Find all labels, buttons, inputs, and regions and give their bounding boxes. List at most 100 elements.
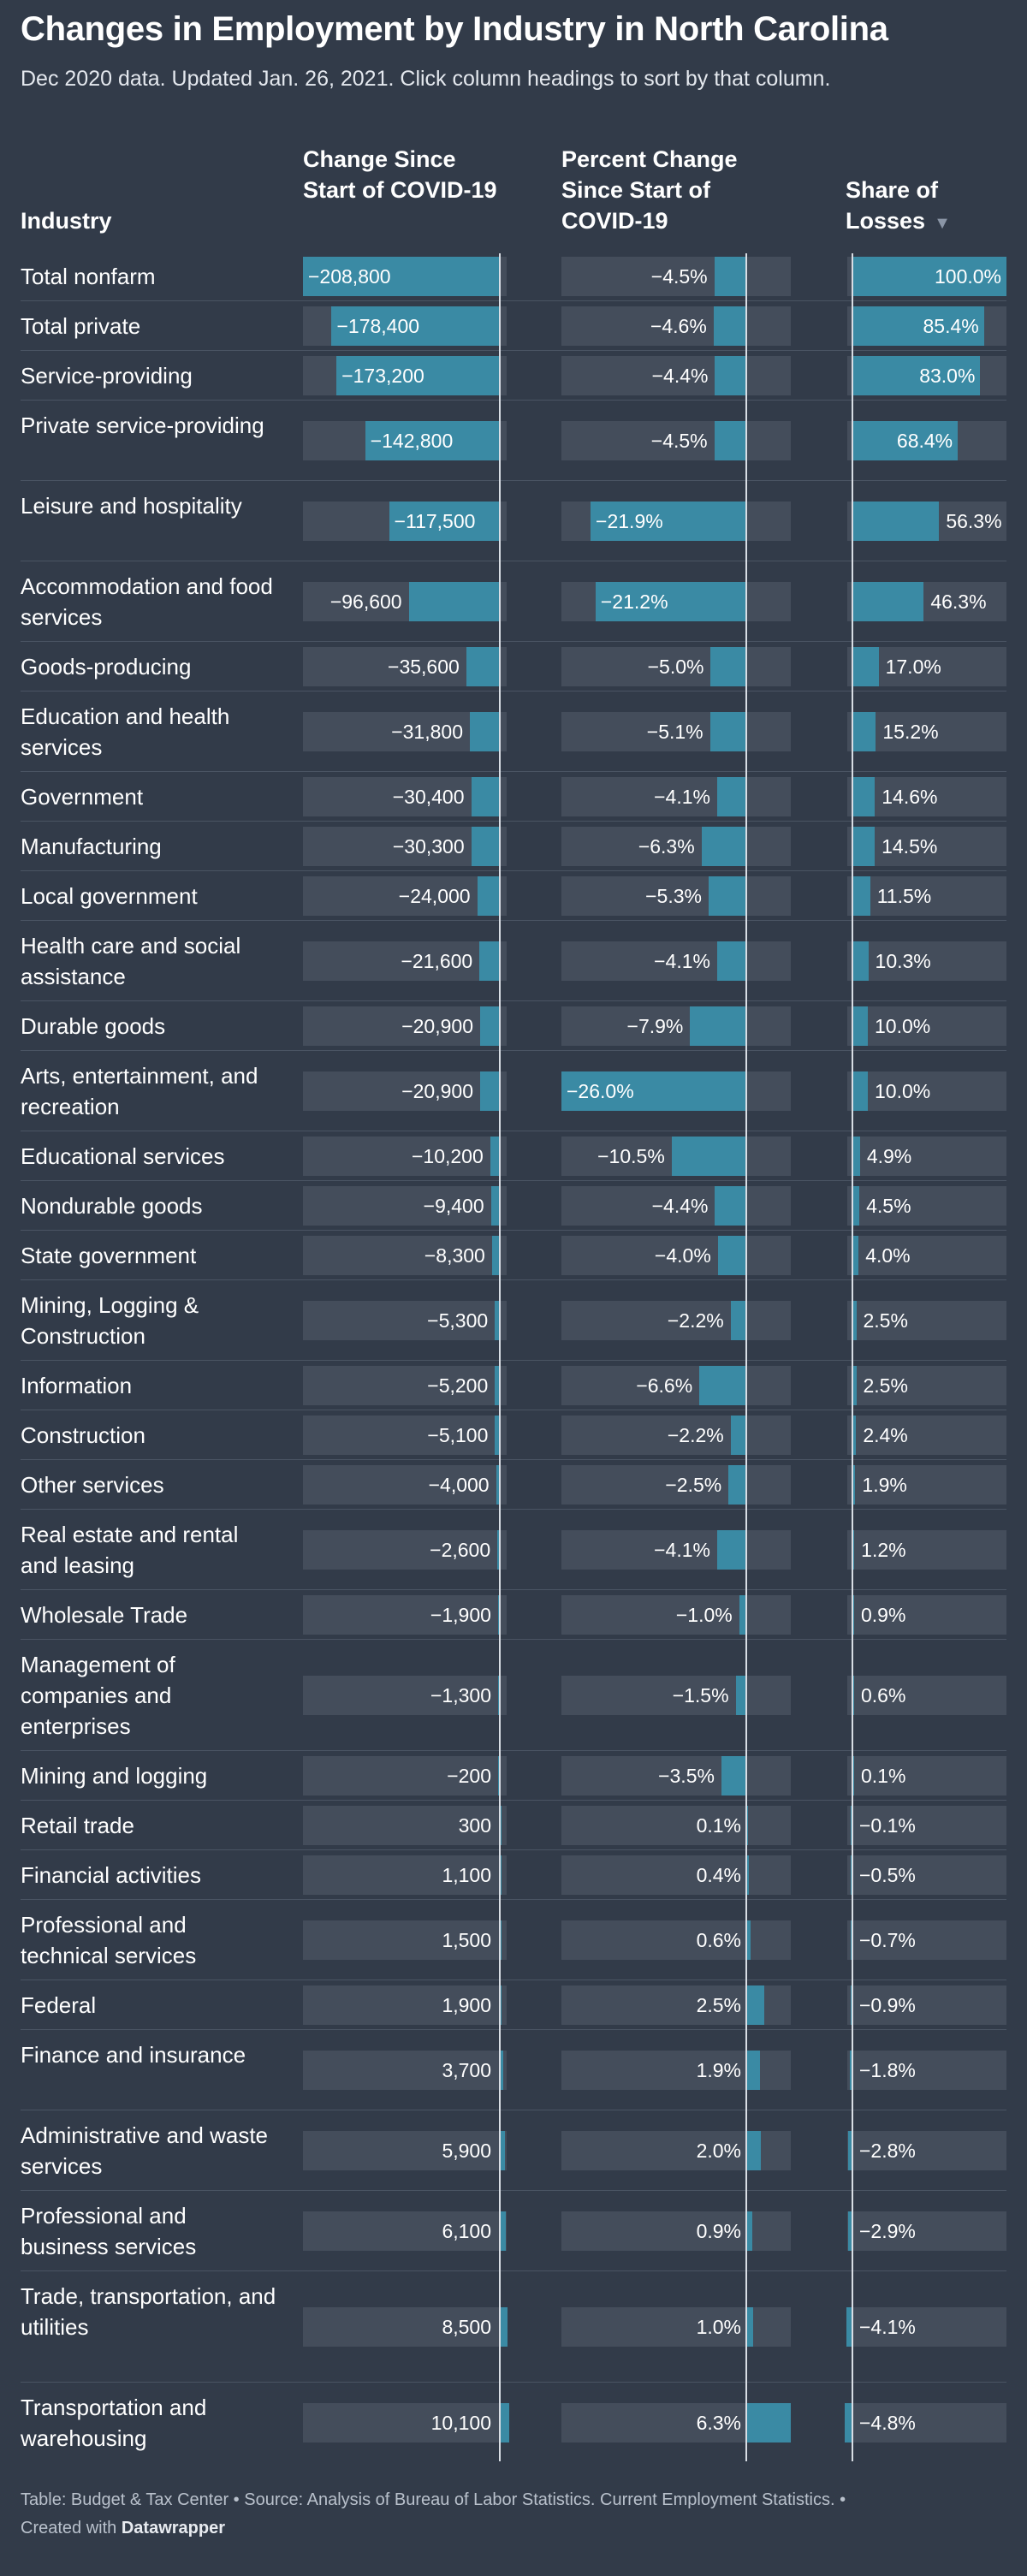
change-track <box>303 1416 507 1455</box>
change-zero-line <box>499 253 501 2461</box>
table-row: Manufacturing −30,300 −6.3% 14.5% <box>0 822 1027 871</box>
share-value: 0.1% <box>861 1765 906 1787</box>
share-track <box>847 2051 1006 2090</box>
change-track <box>303 2211 507 2251</box>
change-value: −173,200 <box>341 365 424 387</box>
table-row: Total private −178,400 −4.6% 85.4% <box>0 301 1027 351</box>
chart-subtitle: Dec 2020 data. Updated Jan. 26, 2021. Cl… <box>21 67 831 91</box>
table-row: Wholesale Trade −1,900 −1.0% 0.9% <box>0 1590 1027 1640</box>
change-bar <box>303 257 500 296</box>
change-value: −200 <box>447 1765 491 1787</box>
share-bar <box>847 2211 852 2251</box>
change-value: 3,700 <box>442 2059 491 2081</box>
percent-track <box>561 647 791 686</box>
industry-label: Local government <box>21 883 198 909</box>
change-bar <box>389 502 500 541</box>
percent-value: −5.1% <box>646 721 703 743</box>
share-track <box>847 1071 1006 1111</box>
change-bar <box>479 941 500 981</box>
change-bar <box>469 712 500 751</box>
share-bar <box>852 1186 860 1226</box>
percent-bar <box>595 582 746 621</box>
footer-brand[interactable]: Datawrapper <box>121 2519 225 2537</box>
industry-label: State government <box>21 1243 197 1268</box>
percent-value: 0.9% <box>696 2220 741 2242</box>
change-bar <box>490 1137 500 1176</box>
share-value: 1.2% <box>861 1539 906 1561</box>
share-bar <box>846 2307 852 2347</box>
share-value: −4.8% <box>859 2412 916 2434</box>
table-row: Government −30,400 −4.1% 14.6% <box>0 772 1027 822</box>
share-value: 46.3% <box>930 591 987 613</box>
change-value: 1,900 <box>442 1994 491 2016</box>
change-bar <box>479 1071 500 1111</box>
change-value: −5,100 <box>427 1424 489 1446</box>
percent-track <box>561 257 791 296</box>
column-header-change[interactable]: Change Since Start of COVID-19 <box>303 144 508 205</box>
table-row: Durable goods −20,900 −7.9% 10.0% <box>0 1001 1027 1051</box>
table-row: Mining and logging −200 −3.5% 0.1% <box>0 1751 1027 1801</box>
row-divider <box>21 480 1006 481</box>
share-value: 10.0% <box>875 1080 931 1102</box>
change-bar <box>500 2051 504 2090</box>
change-track <box>303 1595 507 1635</box>
table-row: Leisure and hospitality −117,500 −21.9% 56.… <box>0 481 1027 561</box>
footer-notes: Table: Budget & Tax Center • Source: Ana… <box>21 2486 1005 2543</box>
share-value: 15.2% <box>882 721 939 743</box>
percent-value: −4.5% <box>650 265 708 288</box>
table-row: Professional and business services 6,100 0… <box>0 2191 1027 2271</box>
industry-label: Administrative and waste services <box>21 2122 269 2179</box>
column-header-percent[interactable]: Percent Change Since Start of COVID-19 <box>561 144 767 236</box>
column-header-share[interactable]: Share of Losses ▼ <box>846 175 991 239</box>
change-value: −35,600 <box>388 656 460 678</box>
industry-label: Durable goods <box>21 1013 166 1039</box>
change-bar <box>500 1920 502 1960</box>
row-divider <box>21 2382 1006 2383</box>
share-value: 0.9% <box>861 1604 906 1626</box>
percent-track <box>561 1806 791 1845</box>
change-bar <box>496 1465 500 1505</box>
share-value: 4.9% <box>866 1145 912 1167</box>
industry-label: Construction <box>21 1422 145 1448</box>
change-value: −31,800 <box>391 721 463 743</box>
share-track <box>847 1756 1006 1795</box>
share-track <box>847 1676 1006 1715</box>
percent-track <box>561 1366 791 1405</box>
percent-zero-line <box>745 253 747 2461</box>
table-row: Education and health services −31,800 −5.1… <box>0 691 1027 772</box>
industry-label: Mining, Logging & Construction <box>21 1292 199 1349</box>
share-track <box>847 1366 1006 1405</box>
share-value: −2.8% <box>859 2140 916 2162</box>
share-bar <box>852 502 940 541</box>
row-divider <box>21 1800 1006 1801</box>
percent-bar <box>746 1855 750 1895</box>
industry-label: Financial activities <box>21 1862 201 1888</box>
change-bar <box>500 2403 510 2442</box>
row-divider <box>21 300 1006 301</box>
percent-value: −4.4% <box>651 1195 709 1217</box>
change-bar <box>479 1006 500 1046</box>
percent-value: −4.0% <box>654 1244 711 1267</box>
table-row: Local government −24,000 −5.3% 11.5% <box>0 871 1027 921</box>
change-track <box>303 2307 507 2347</box>
row-divider <box>21 1750 1006 1751</box>
percent-value: −2.5% <box>665 1474 722 1496</box>
share-bar <box>852 1756 854 1795</box>
change-value: −21,600 <box>401 950 473 972</box>
percent-value: −1.0% <box>675 1604 733 1626</box>
industry-label: Education and health services <box>21 703 230 760</box>
share-value: 10.3% <box>875 950 931 972</box>
percent-bar <box>715 1186 746 1226</box>
change-value: −142,800 <box>370 430 454 452</box>
industry-label: Total private <box>21 313 141 339</box>
percent-value: −21.9% <box>596 510 663 532</box>
percent-value: −3.5% <box>658 1765 715 1787</box>
percent-track <box>561 941 791 981</box>
share-zero-line <box>852 253 853 2461</box>
share-track <box>847 1806 1006 1845</box>
column-header-industry[interactable]: Industry <box>21 205 277 236</box>
share-track <box>847 1595 1006 1635</box>
change-value: 10,100 <box>430 2412 491 2434</box>
share-track <box>847 1006 1006 1046</box>
change-track <box>303 1071 507 1111</box>
